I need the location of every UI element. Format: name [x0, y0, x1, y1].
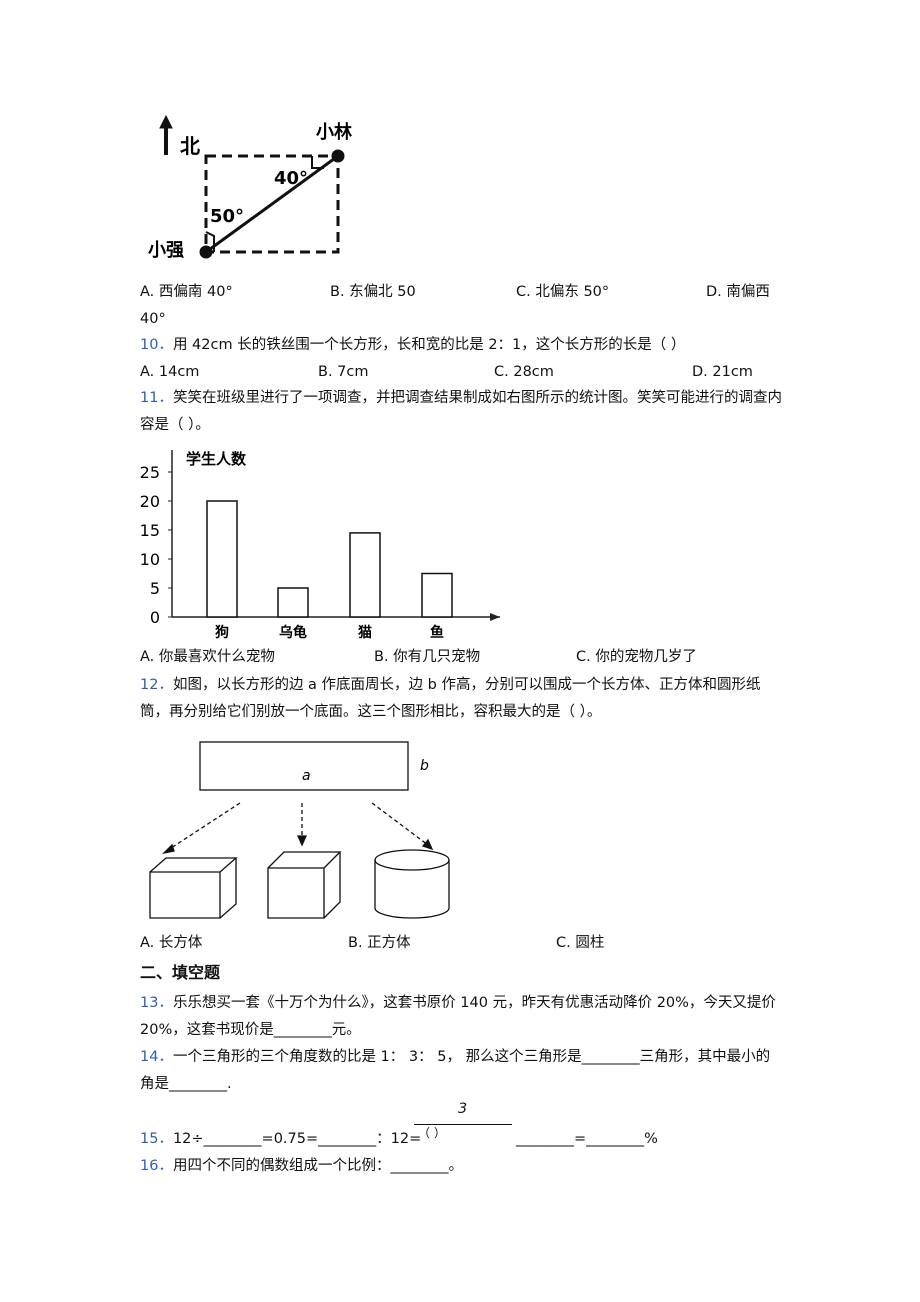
question-number: 11．	[140, 390, 173, 406]
option: D. 21cm	[692, 364, 753, 380]
section-title: 二、填空题	[140, 963, 221, 982]
fraction-bar	[414, 1124, 512, 1125]
option: B. 正方体	[348, 935, 411, 951]
question: 15．12÷________=0.75=________：12=	[140, 1126, 421, 1153]
axis-arrow	[490, 613, 500, 621]
y-tick-label: 0	[150, 608, 160, 627]
question-number: 15．	[140, 1131, 173, 1147]
option: B. 东偏北 50	[330, 284, 416, 300]
question-text: 笑笑在班级里进行了一项调查，并把调查结果制成如右图所示的统计图。笑笑可能进行的调…	[140, 390, 782, 433]
question: 11．笑笑在班级里进行了一项调查，并把调查结果制成如右图所示的统计图。笑笑可能进…	[140, 385, 782, 439]
question-text: ________=________%	[516, 1131, 658, 1147]
x-tick-label: 狗	[215, 624, 229, 641]
x-tick-label: 鱼	[430, 624, 444, 641]
angle-label: 40°	[274, 168, 308, 189]
north-label: 北	[180, 134, 200, 158]
option: A. 你最喜欢什么宠物	[140, 649, 275, 665]
angle-label: 50°	[210, 206, 244, 227]
option: A. 长方体	[140, 935, 203, 951]
option: C. 28cm	[494, 364, 554, 380]
question: 12．如图，以长方形的边 a 作底面周长，边 b 作高，分别可以围成一个长方体、…	[140, 672, 782, 726]
point-label: 小林	[316, 121, 352, 143]
y-tick-label: 25	[140, 463, 160, 482]
question: 10．用 42cm 长的铁丝围一个长方形，长和宽的比是 2：1，这个长方形的长是…	[140, 332, 685, 359]
fraction-numerator: 3	[458, 1101, 468, 1117]
y-tick-label: 20	[140, 492, 160, 511]
side-label: b	[420, 758, 429, 774]
bar	[277, 587, 309, 618]
direction-figure	[159, 114, 345, 259]
question-text: 乐乐想买一套《十万个为什么》，这套书原价 140 元，昨天有优惠活动降价 20%…	[140, 995, 776, 1038]
option: C. 你的宠物几岁了	[576, 649, 697, 665]
question-text: 一个三角形的三个角度数的比是 1： 3： 5， 那么这个三角形是________…	[140, 1049, 771, 1092]
question-number: 14．	[140, 1049, 173, 1065]
option: C. 北偏东 50°	[516, 284, 610, 300]
option: B. 你有几只宠物	[374, 649, 481, 665]
fraction-denominator: （ ）	[418, 1126, 446, 1140]
question-text: 用四个不同的偶数组成一个比例：________。	[172, 1158, 463, 1174]
bar	[206, 500, 238, 618]
question: 13．乐乐想买一套《十万个为什么》，这套书原价 140 元，昨天有优惠活动降价 …	[140, 990, 782, 1044]
option: A. 14cm	[140, 364, 200, 380]
question-text: 12÷________=0.75=________：12=	[172, 1131, 422, 1147]
solids-figure	[149, 741, 450, 919]
bar-chart: 学生人数 0 5 10 15 20 25 狗 乌龟 猫 鱼	[140, 450, 500, 641]
question-text: 如图，以长方形的边 a 作底面周长，边 b 作高，分别可以围成一个长方体、正方体…	[140, 677, 761, 720]
question: 16．用四个不同的偶数组成一个比例：________。	[140, 1153, 463, 1180]
point-label: 小强	[148, 240, 184, 261]
question-number: 10．	[140, 337, 173, 353]
option: D. 南偏西	[706, 284, 770, 300]
bar	[349, 532, 381, 618]
y-axis-title: 学生人数	[186, 450, 247, 468]
x-tick-label: 猫	[358, 624, 372, 641]
y-tick-label: 15	[140, 521, 160, 540]
bar	[421, 572, 453, 618]
question-number: 16．	[140, 1158, 173, 1174]
y-tick-label: 10	[140, 550, 160, 569]
option: B. 7cm	[318, 364, 369, 380]
question-text: 用 42cm 长的铁丝围一个长方形，长和宽的比是 2：1，这个长方形的长是（ ）	[172, 337, 686, 353]
question-number: 12．	[140, 677, 173, 693]
x-tick-label: 乌龟	[279, 624, 307, 641]
option: 40°	[140, 311, 166, 327]
question: 14．一个三角形的三个角度数的比是 1： 3： 5， 那么这个三角形是_____…	[140, 1044, 782, 1098]
side-label: a	[302, 768, 311, 784]
option: C. 圆柱	[556, 935, 605, 951]
option: A. 西偏南 40°	[140, 284, 233, 300]
y-tick-label: 5	[150, 579, 160, 598]
question-number: 13．	[140, 995, 173, 1011]
